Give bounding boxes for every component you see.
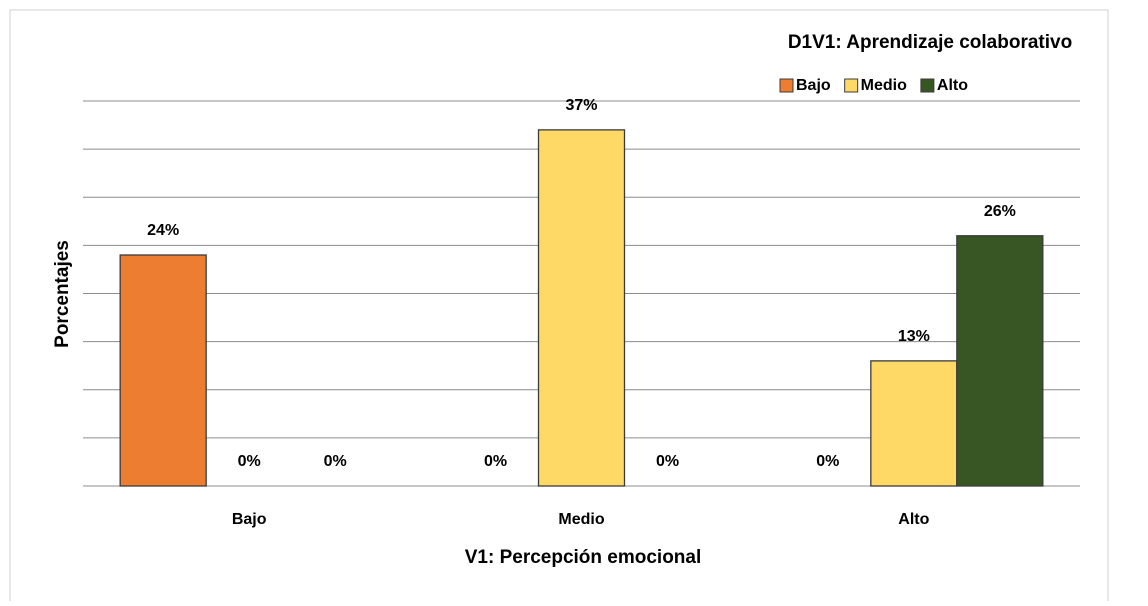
- legend-swatch: [779, 78, 794, 93]
- data-label: 26%: [984, 203, 1016, 220]
- legend-swatch: [844, 78, 859, 93]
- bar: [956, 235, 1044, 487]
- data-label: 0%: [324, 453, 347, 470]
- bar: [870, 360, 958, 487]
- y-axis-title: Porcentajes: [52, 240, 73, 348]
- legend-swatch: [920, 78, 935, 93]
- chart-title: D1V1: Aprendizaje colaborativo: [788, 32, 1072, 53]
- data-label: 0%: [238, 453, 261, 470]
- data-label: 37%: [565, 97, 597, 114]
- legend-label: Alto: [937, 77, 968, 94]
- bar: [119, 254, 207, 487]
- data-label: 0%: [484, 453, 507, 470]
- legend-label: Medio: [861, 77, 907, 94]
- x-tick-label: Medio: [558, 511, 604, 528]
- x-tick-label: Bajo: [232, 511, 267, 528]
- data-label: 0%: [656, 453, 679, 470]
- x-tick-label: Alto: [898, 511, 929, 528]
- data-label: 13%: [898, 328, 930, 345]
- x-axis-title: V1: Percepción emocional: [465, 547, 702, 568]
- legend-label: Bajo: [796, 77, 831, 94]
- bar: [537, 129, 626, 487]
- data-label: 24%: [147, 222, 179, 239]
- data-label: 0%: [816, 453, 839, 470]
